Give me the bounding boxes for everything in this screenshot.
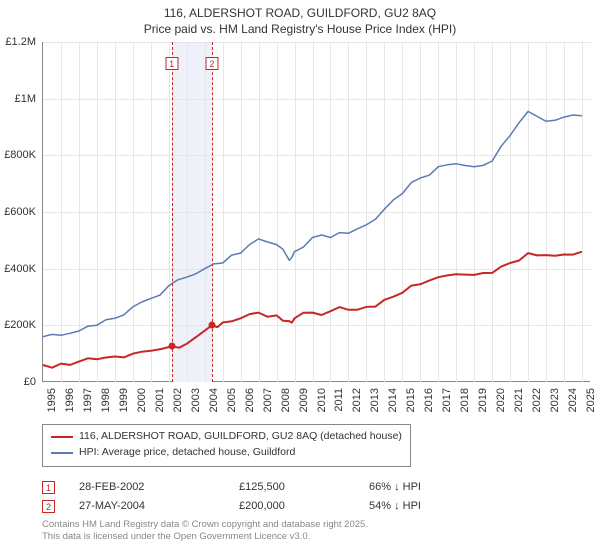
y-tick-label: £200K <box>4 319 36 331</box>
sale-point-2 <box>208 322 215 329</box>
x-tick-label: 2025 <box>585 388 597 412</box>
sale-marker-row-2: 2 27-MAY-2004 £200,000 54% ↓ HPI <box>42 500 590 513</box>
sale-marker-row-1: 1 28-FEB-2002 £125,500 66% ↓ HPI <box>42 481 590 494</box>
legend-label-hpi: HPI: Average price, detached house, Guil… <box>79 445 295 461</box>
sale-date-2: 27-MAY-2004 <box>79 500 239 512</box>
sale-marker-line-1 <box>172 42 173 382</box>
x-tick-label: 2004 <box>208 388 220 412</box>
x-tick-label: 2003 <box>190 388 202 412</box>
footer-line-2: This data is licensed under the Open Gov… <box>42 531 590 543</box>
x-tick-label: 2002 <box>172 388 184 412</box>
series-line-hpi <box>43 111 582 336</box>
legend-swatch-price-paid <box>51 436 73 439</box>
y-tick-label: £600K <box>4 206 36 218</box>
y-tick-label: £0 <box>24 376 36 388</box>
sale-price-1: £125,500 <box>239 481 369 493</box>
y-tick-label: £1M <box>15 93 36 105</box>
below-chart: 116, ALDERSHOT ROAD, GUILDFORD, GU2 8AQ … <box>42 424 590 543</box>
legend-label-price-paid: 116, ALDERSHOT ROAD, GUILDFORD, GU2 8AQ … <box>79 429 402 445</box>
x-tick-label: 2016 <box>423 388 435 412</box>
x-tick-label: 1999 <box>118 388 130 412</box>
legend-swatch-hpi <box>51 452 73 454</box>
sale-delta-2: 54% ↓ HPI <box>369 500 421 512</box>
sale-marker-badge-2: 2 <box>42 500 55 513</box>
legend-item-price-paid: 116, ALDERSHOT ROAD, GUILDFORD, GU2 8AQ … <box>51 429 402 445</box>
x-tick-label: 2006 <box>244 388 256 412</box>
x-tick-label: 2013 <box>369 388 381 412</box>
sale-marker-table: 1 28-FEB-2002 £125,500 66% ↓ HPI 2 27-MA… <box>42 481 590 513</box>
x-tick-label: 1997 <box>82 388 94 412</box>
title-line-1: 116, ALDERSHOT ROAD, GUILDFORD, GU2 8AQ <box>0 6 600 22</box>
series-line-price_paid <box>43 252 582 368</box>
x-tick-label: 2008 <box>280 388 292 412</box>
x-tick-label: 2009 <box>298 388 310 412</box>
legend-item-hpi: HPI: Average price, detached house, Guil… <box>51 445 402 461</box>
sale-marker-flag-2: 2 <box>205 57 218 70</box>
x-tick-label: 2014 <box>387 388 399 412</box>
y-tick-label: £800K <box>4 149 36 161</box>
x-tick-label: 2020 <box>495 388 507 412</box>
y-tick-label: £1.2M <box>5 36 36 48</box>
x-tick-label: 2015 <box>405 388 417 412</box>
x-tick-label: 1996 <box>64 388 76 412</box>
x-tick-label: 1995 <box>46 388 58 412</box>
x-tick-label: 2012 <box>351 388 363 412</box>
sale-point-1 <box>168 343 175 350</box>
sale-delta-1: 66% ↓ HPI <box>369 481 421 493</box>
x-tick-label: 2005 <box>226 388 238 412</box>
line-layer <box>43 42 591 382</box>
x-tick-label: 1998 <box>100 388 112 412</box>
y-tick-label: £400K <box>4 263 36 275</box>
x-tick-label: 2007 <box>262 388 274 412</box>
x-tick-label: 2023 <box>549 388 561 412</box>
plot-box: 12 <box>42 42 590 382</box>
sale-marker-line-2 <box>212 42 213 382</box>
sale-marker-badge-1: 1 <box>42 481 55 494</box>
legend-box: 116, ALDERSHOT ROAD, GUILDFORD, GU2 8AQ … <box>42 424 411 467</box>
title-line-2: Price paid vs. HM Land Registry's House … <box>0 22 600 38</box>
x-tick-label: 2019 <box>477 388 489 412</box>
x-tick-label: 2018 <box>459 388 471 412</box>
x-tick-label: 2021 <box>513 388 525 412</box>
chart-area: 12 £0£200K£400K£600K£800K£1M£1.2M1995199… <box>42 42 590 382</box>
x-tick-label: 2022 <box>531 388 543 412</box>
x-tick-label: 2010 <box>316 388 328 412</box>
sale-date-1: 28-FEB-2002 <box>79 481 239 493</box>
x-tick-label: 2000 <box>136 388 148 412</box>
footer: Contains HM Land Registry data © Crown c… <box>42 519 590 544</box>
sale-price-2: £200,000 <box>239 500 369 512</box>
x-tick-label: 2024 <box>567 388 579 412</box>
footer-line-1: Contains HM Land Registry data © Crown c… <box>42 519 590 531</box>
x-tick-label: 2017 <box>441 388 453 412</box>
x-tick-label: 2001 <box>154 388 166 412</box>
chart-title-block: 116, ALDERSHOT ROAD, GUILDFORD, GU2 8AQ … <box>0 0 600 37</box>
sale-marker-flag-1: 1 <box>165 57 178 70</box>
x-tick-label: 2011 <box>333 388 345 412</box>
